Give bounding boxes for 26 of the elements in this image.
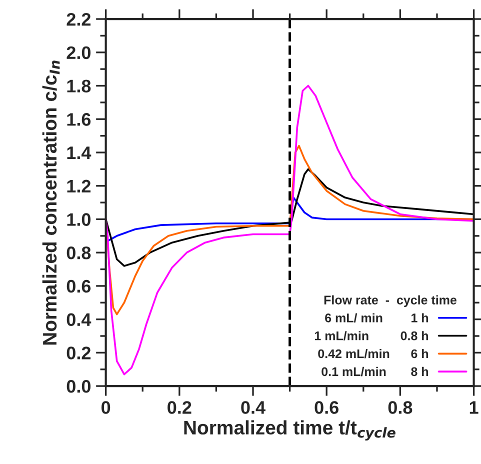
legend-label: 6 mL/ min 1 h <box>325 313 428 322</box>
x-tick-label: 0.4 <box>241 401 266 414</box>
x-axis-title: Normalized time t/t$_{cycle}$ <box>184 420 396 440</box>
y-tick-label: 0.6 <box>66 280 91 293</box>
y-tick-label: 2.0 <box>66 46 90 60</box>
y-tick-label: 1.0 <box>67 213 90 226</box>
x-tick-label: 0.2 <box>168 401 192 414</box>
x-tick-label: 0.8 <box>388 401 412 414</box>
y-tick-label: 2.2 <box>66 12 91 26</box>
x-tick-label: 0.6 <box>314 401 338 414</box>
y-tick-label: 0.0 <box>66 380 90 393</box>
y-tick-label: 1.4 <box>67 146 92 160</box>
line-series <box>106 84 474 376</box>
y-tick-label: 0.4 <box>66 313 92 326</box>
y-axis-title: Normalized concentration c/c$_{In}$ <box>42 60 60 345</box>
legend-label: 0.42 mL/min 6 h <box>318 348 428 358</box>
legend-label: 0.1 mL/min 8 h <box>322 366 428 376</box>
y-tick-label: 0.2 <box>66 346 91 360</box>
y-tick-label: 1.2 <box>67 180 91 192</box>
legend-label: 1 mL/min 0.8 h <box>314 331 428 340</box>
y-tick-label: 0.8 <box>66 246 91 260</box>
y-tick-label: 1.8 <box>67 80 91 92</box>
x-tick-label: 1 <box>470 401 478 414</box>
y-tick-label: 1.6 <box>67 113 91 126</box>
legend-title: Flow rate - cycle time <box>324 295 456 307</box>
x-tick-label: 0 <box>102 401 110 414</box>
